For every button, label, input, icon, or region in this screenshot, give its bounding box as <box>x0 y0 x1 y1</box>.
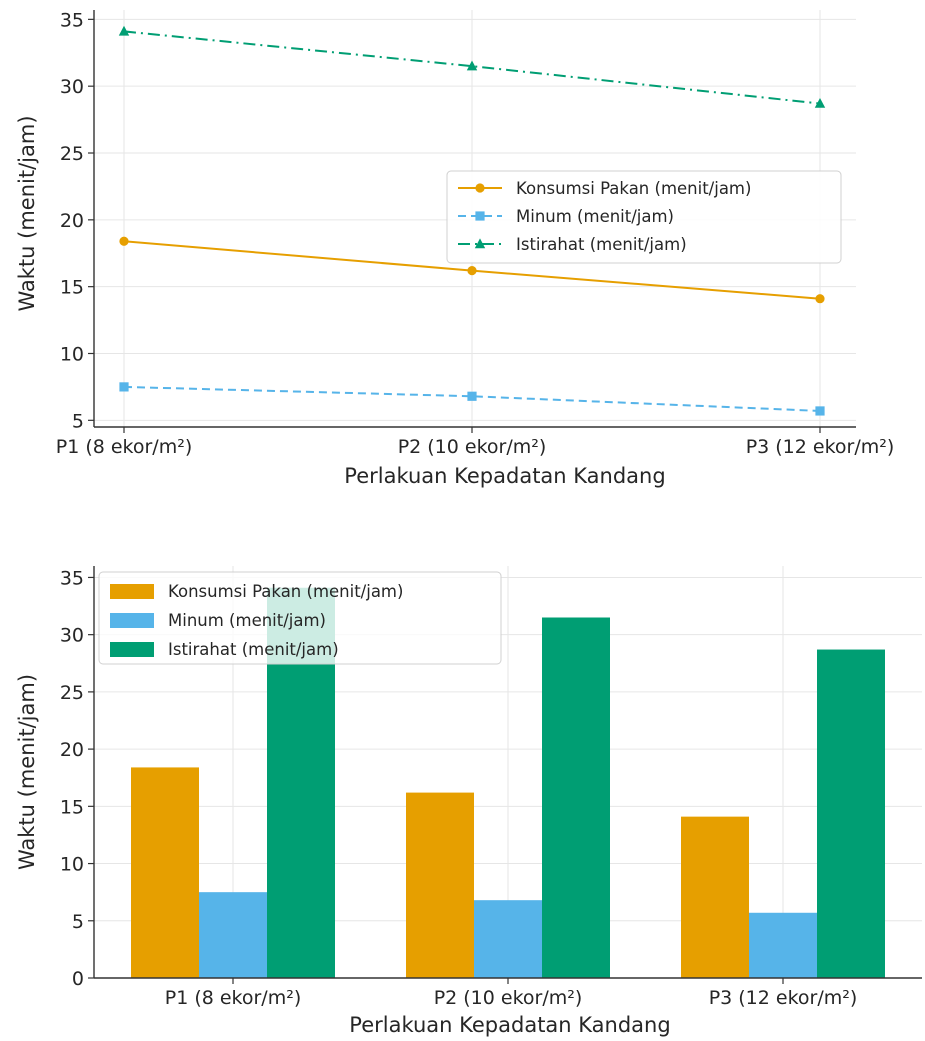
line-chart-ytick-label-20: 20 <box>60 210 84 232</box>
line-chart-legend-marker-2 <box>475 211 485 221</box>
bar-chart-bar-s1-1 <box>131 767 199 978</box>
line-chart-series-3 <box>118 25 826 108</box>
bar-chart-ytick-label-0: 0 <box>72 968 84 990</box>
line-chart-point-s1-2 <box>467 266 477 276</box>
line-chart-legend: Konsumsi Pakan (menit/jam) Minum (menit/j… <box>446 170 842 264</box>
bar-chart-ytick-label-35: 35 <box>60 567 84 589</box>
bar-chart-ytick-label-30: 30 <box>60 625 84 647</box>
line-chart-legend-marker-1 <box>475 183 485 193</box>
bar-chart-legend-box <box>98 571 502 665</box>
bar-chart-legend-swatch-2 <box>110 613 154 628</box>
bar-chart-legend: Konsumsi Pakan (menit/jam) Minum (menit/j… <box>98 571 502 665</box>
line-chart-ytick-label-30: 30 <box>60 76 84 98</box>
line-chart-point-s3-3 <box>814 97 826 108</box>
bar-chart-x-axis-label: Perlakuan Kepadatan Kandang <box>349 1013 670 1037</box>
line-chart-legend-label-2: Minum (menit/jam) <box>516 207 674 226</box>
bar-chart-bar-s1-3 <box>681 816 749 978</box>
bar-chart-bar-s2-2 <box>474 900 542 978</box>
bar-chart-ytick-label-10: 10 <box>60 854 84 876</box>
line-chart-series-2 <box>119 382 825 416</box>
bar-chart-legend-label-1: Konsumsi Pakan (menit/jam) <box>168 582 403 601</box>
bar-chart-legend-label-3: Istirahat (menit/jam) <box>168 640 339 659</box>
bar-chart-xtick-label-3: P3 (12 ekor/m²) <box>709 987 858 1009</box>
line-chart-series-1 <box>119 236 825 304</box>
line-chart-legend-box <box>446 170 842 264</box>
line-chart-xtick-label-2: P2 (10 ekor/m²) <box>398 436 547 458</box>
line-chart-x-axis-label: Perlakuan Kepadatan Kandang <box>344 464 665 488</box>
line-chart-ytick-label-15: 15 <box>60 277 84 299</box>
bar-chart-xtick-label-2: P2 (10 ekor/m²) <box>434 987 583 1009</box>
bar-chart-series-1 <box>131 767 749 978</box>
bar-chart-legend-label-2: Minum (menit/jam) <box>168 611 326 630</box>
line-chart-y-axis-label: Waktu (menit/jam) <box>15 115 39 311</box>
line-chart-ytick-label-25: 25 <box>60 143 84 165</box>
bar-chart-bar-s2-3 <box>749 912 817 978</box>
line-chart-point-s1-3 <box>815 294 825 304</box>
line-chart-point-s1-1 <box>119 236 129 246</box>
line-chart-point-s3-1 <box>118 25 130 36</box>
bar-chart-legend-swatch-1 <box>110 584 154 599</box>
line-chart-point-s3-2 <box>466 60 478 71</box>
bar-chart-bar-s2-1 <box>199 892 267 978</box>
line-chart-point-s2-2 <box>467 391 477 401</box>
line-chart-xtick-label-3: P3 (12 ekor/m²) <box>746 436 895 458</box>
line-chart-ytick-label-5: 5 <box>72 410 84 432</box>
line-chart-grid <box>94 10 856 427</box>
bar-chart-bar-s3-2 <box>542 617 610 978</box>
line-chart-xtick-label-1: P1 (8 ekor/m²) <box>56 436 193 458</box>
bar-chart-y-axis-label: Waktu (menit/jam) <box>15 674 39 870</box>
line-chart-legend-label-1: Konsumsi Pakan (menit/jam) <box>516 179 751 198</box>
line-chart: 5 10 15 20 25 30 35 P1 (8 ekor/m²) P2 (10 ekor/m… <box>15 9 894 488</box>
bar-chart-series-2 <box>199 892 817 978</box>
bar-chart-xtick-label-1: P1 (8 ekor/m²) <box>165 987 302 1009</box>
bar-chart-ytick-label-15: 15 <box>60 796 84 818</box>
bar-chart-bar-s3-3 <box>817 649 885 978</box>
line-chart-ytick-label-35: 35 <box>60 9 84 31</box>
bar-chart-ytick-label-25: 25 <box>60 682 84 704</box>
bar-chart-legend-swatch-3 <box>110 642 154 657</box>
bar-chart-bar-s1-2 <box>406 792 474 978</box>
bar-chart: 0 5 10 15 20 25 30 35 P1 (8 ekor/m²) P2 (10 ekor/… <box>15 566 922 1037</box>
line-chart-legend-marker-3 <box>474 238 486 249</box>
line-chart-point-s2-1 <box>119 382 129 392</box>
line-chart-ytick-label-10: 10 <box>60 343 84 365</box>
bar-chart-ytick-label-5: 5 <box>72 911 84 933</box>
line-chart-point-s2-3 <box>815 406 825 416</box>
line-chart-series-line-3 <box>123 30 821 105</box>
line-chart-legend-label-3: Istirahat (menit/jam) <box>516 235 687 254</box>
bar-chart-ytick-label-20: 20 <box>60 739 84 761</box>
